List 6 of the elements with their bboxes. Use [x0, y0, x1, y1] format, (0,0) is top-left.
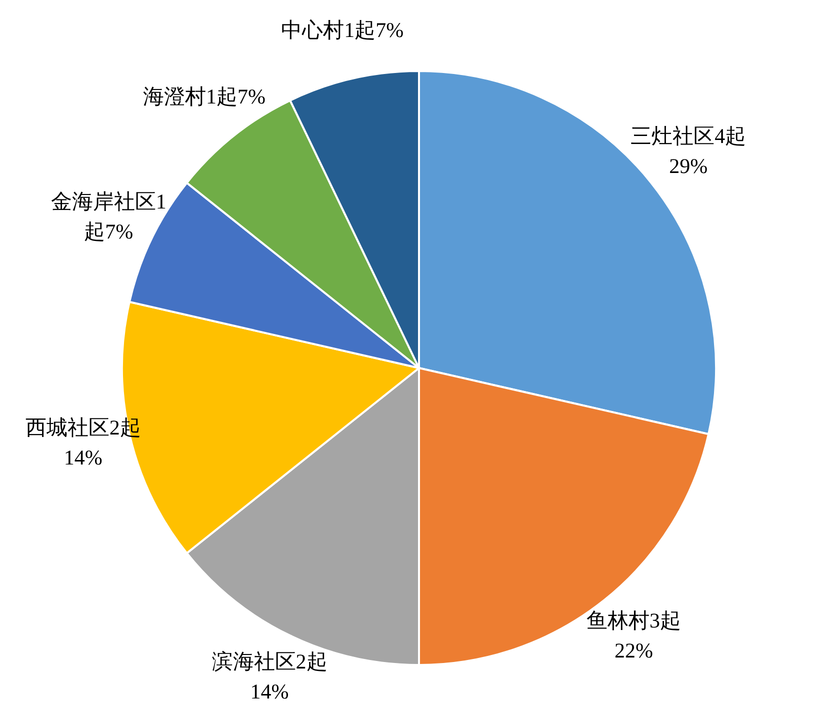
slice-label: 滨海社区2起 14%: [212, 649, 328, 704]
slice-label: 海澄村1起7%: [142, 84, 266, 108]
slice-label: 鱼林村3起 22%: [586, 608, 682, 662]
slice-label: 三灶社区4起 29%: [630, 124, 746, 178]
slice-label: 中心村1起7%: [281, 18, 404, 42]
slice-label: 金海岸社区1 起7%: [50, 189, 166, 244]
